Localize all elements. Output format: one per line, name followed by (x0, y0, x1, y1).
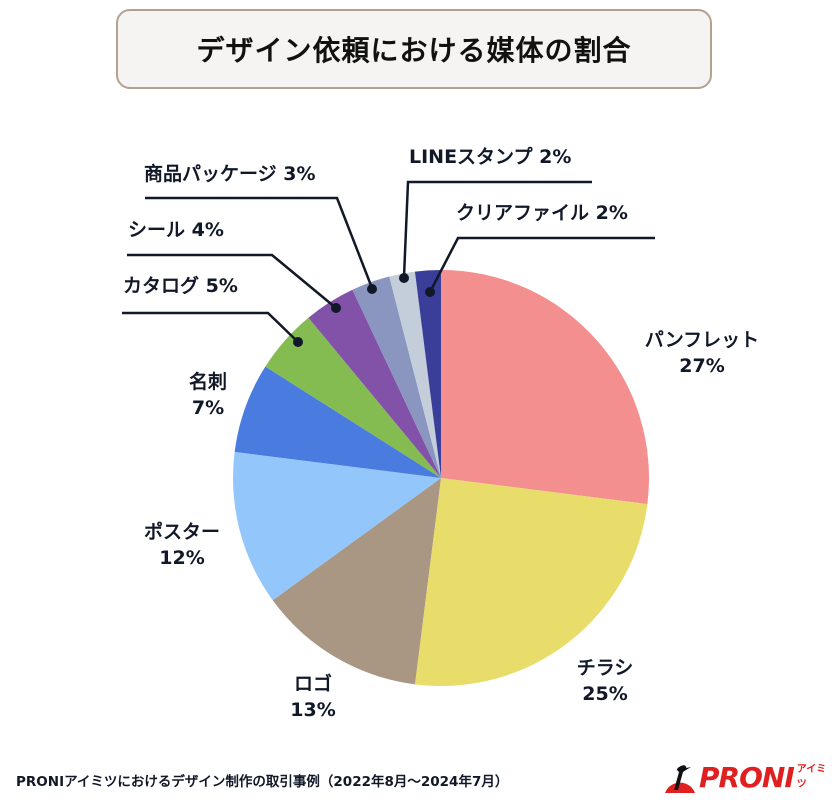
label-name: パンフレット (644, 329, 760, 351)
pie-slice (234, 366, 441, 478)
leader-dots (293, 273, 435, 347)
dot-sticker (331, 303, 341, 313)
leader-line-catalog (122, 311, 299, 343)
pie-slice (233, 451, 441, 601)
label-name: 名刺 (188, 371, 227, 393)
label-clear-file: クリアファイル 2% (456, 202, 628, 224)
leader-line-package (145, 196, 374, 289)
label-name: チラシ (576, 657, 634, 679)
dot-package (367, 284, 377, 294)
logo-text: PRONI (699, 761, 795, 794)
label-flyer: チラシ 25% (555, 656, 655, 707)
label-pct: 13% (290, 698, 336, 721)
leader-line-clear-file (428, 236, 655, 293)
pie-slice (389, 271, 441, 478)
chart-title: デザイン依頼における媒体の割合 (196, 34, 632, 67)
label-pct: 12% (159, 546, 205, 569)
leader-line-line-stamp (402, 180, 592, 278)
leader-lines (122, 180, 655, 343)
proni-logo: PRONI アイミツ (663, 760, 832, 794)
label-pamphlet: パンフレット 27% (632, 328, 772, 379)
pie-slice (441, 270, 649, 505)
dot-catalog (293, 337, 303, 347)
label-catalog: カタログ 5% (123, 275, 238, 297)
label-logo: ロゴ 13% (273, 672, 353, 723)
dot-clear-file (425, 287, 435, 297)
leader-line-sticker (127, 253, 337, 309)
title-box: デザイン依頼における媒体の割合 (116, 9, 712, 89)
label-pct: 7% (191, 396, 225, 419)
penguin-sun-icon (663, 762, 697, 793)
label-package: 商品パッケージ 3% (144, 163, 316, 185)
pie-slice (265, 317, 441, 478)
label-poster: ポスター 12% (132, 520, 232, 571)
label-name: ロゴ (293, 673, 332, 695)
label-line-stamp: LINEスタンプ 2% (409, 146, 572, 168)
logo-subtext: アイミツ (796, 764, 827, 790)
source-note: PRONIアイミツにおけるデザイン制作の取引事例（2022年8月〜2024年7月… (16, 774, 509, 790)
pie-slice (272, 478, 441, 685)
dot-line-stamp (399, 273, 409, 283)
label-sticker: シール 4% (128, 219, 224, 241)
label-business-card: 名刺 7% (178, 370, 238, 421)
pie-slice (308, 289, 441, 478)
pie-slice (414, 478, 648, 686)
label-pct: 25% (582, 682, 628, 705)
pie-slice (414, 270, 441, 478)
label-pct: 27% (679, 354, 725, 377)
pie-slices (233, 270, 649, 686)
label-name: ポスター (143, 521, 220, 543)
pie-slice (352, 276, 441, 478)
